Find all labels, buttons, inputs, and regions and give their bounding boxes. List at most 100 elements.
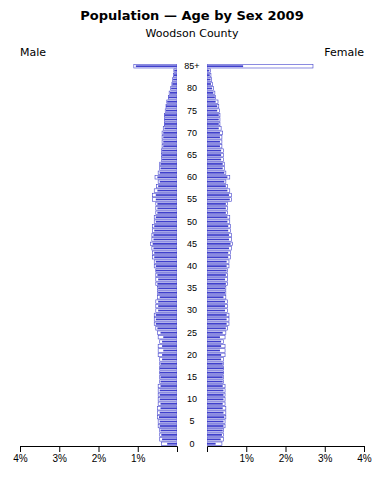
reference-bar — [207, 406, 226, 410]
bar — [160, 367, 177, 369]
reference-bar — [160, 429, 177, 433]
reference-bar — [161, 149, 177, 153]
tick-mark — [364, 446, 365, 452]
reference-bar — [207, 322, 229, 326]
reference-bar — [207, 393, 225, 397]
tick-label: 25 — [187, 328, 197, 338]
bar — [154, 230, 177, 232]
bar — [207, 128, 219, 130]
tick-label: 85+ — [184, 61, 199, 71]
reference-bar — [207, 300, 227, 304]
bar — [157, 207, 177, 209]
reference-bar — [207, 438, 223, 442]
tick-label: 80 — [187, 83, 197, 93]
reference-bar — [153, 229, 177, 233]
tick: 1% — [240, 446, 255, 464]
reference-bar — [155, 175, 177, 179]
tick: 2% — [92, 446, 107, 464]
reference-bar — [164, 118, 177, 122]
tick-label: 3% — [53, 453, 68, 464]
reference-bar — [154, 322, 177, 326]
tick-label: 60 — [187, 172, 197, 182]
bar — [160, 421, 177, 423]
reference-bar — [207, 327, 227, 331]
reference-bar — [158, 171, 177, 175]
reference-bar — [165, 109, 177, 113]
bar — [161, 167, 177, 169]
reference-bar — [207, 82, 212, 86]
bar — [207, 270, 227, 272]
bar — [207, 101, 216, 103]
reference-bar — [207, 180, 226, 184]
bar — [207, 430, 223, 432]
bar — [207, 123, 219, 125]
tick: 25 — [187, 328, 197, 338]
bar — [207, 234, 229, 236]
reference-bar — [207, 104, 219, 108]
reference-bar — [161, 153, 177, 157]
reference-bar — [160, 366, 177, 370]
reference-bar — [207, 215, 230, 219]
reference-bar — [207, 429, 223, 433]
bar — [172, 83, 177, 85]
bar — [163, 132, 177, 134]
bar — [156, 270, 177, 272]
bar — [207, 327, 226, 329]
bar — [207, 287, 225, 289]
reference-bar — [207, 349, 225, 353]
bar — [173, 79, 177, 81]
bar — [207, 256, 228, 258]
bar — [207, 65, 243, 67]
reference-bar — [162, 144, 177, 148]
reference-bar — [207, 371, 223, 375]
reference-bar — [207, 366, 223, 370]
reference-bar — [166, 104, 177, 108]
reference-bar — [207, 233, 231, 237]
reference-bar — [161, 158, 177, 162]
subtitle: Woodson County — [146, 27, 239, 40]
reference-bar — [153, 255, 177, 259]
bar — [207, 185, 226, 187]
reference-bar — [207, 78, 212, 82]
bar — [207, 416, 224, 418]
reference-bar — [158, 424, 177, 428]
tick-mark — [138, 446, 139, 452]
reference-bar — [152, 233, 177, 237]
bar — [207, 319, 227, 321]
tick-label: 1% — [240, 453, 255, 464]
reference-bar — [207, 278, 227, 282]
tick-mark — [20, 446, 21, 452]
reference-bar — [207, 384, 225, 388]
bar — [154, 256, 177, 258]
reference-bar — [171, 87, 177, 91]
bar — [156, 319, 177, 321]
bar — [158, 292, 177, 294]
tick-label: 3% — [318, 453, 333, 464]
bar — [207, 265, 227, 267]
panel-label: Male — [20, 46, 46, 59]
bar — [167, 101, 177, 103]
reference-bar — [157, 331, 177, 335]
reference-bar — [207, 424, 225, 428]
reference-bar — [207, 207, 227, 211]
reference-bar — [156, 304, 177, 308]
reference-bar — [207, 411, 226, 415]
bar — [163, 141, 177, 143]
reference-bar — [169, 91, 177, 95]
reference-bar — [207, 433, 223, 437]
bars — [134, 64, 177, 445]
tick-mark — [246, 446, 247, 452]
bar — [207, 172, 224, 174]
bar — [159, 416, 177, 418]
bar — [207, 279, 225, 281]
reference-bar — [207, 247, 231, 251]
tick: 75 — [187, 106, 197, 116]
tick-label: 1% — [131, 453, 146, 464]
reference-bar — [162, 131, 177, 135]
bar — [161, 376, 177, 378]
reference-bar — [153, 251, 177, 255]
bar — [207, 194, 229, 196]
reference-bar — [207, 224, 231, 228]
tick: 10 — [187, 394, 197, 404]
bar — [207, 336, 220, 338]
